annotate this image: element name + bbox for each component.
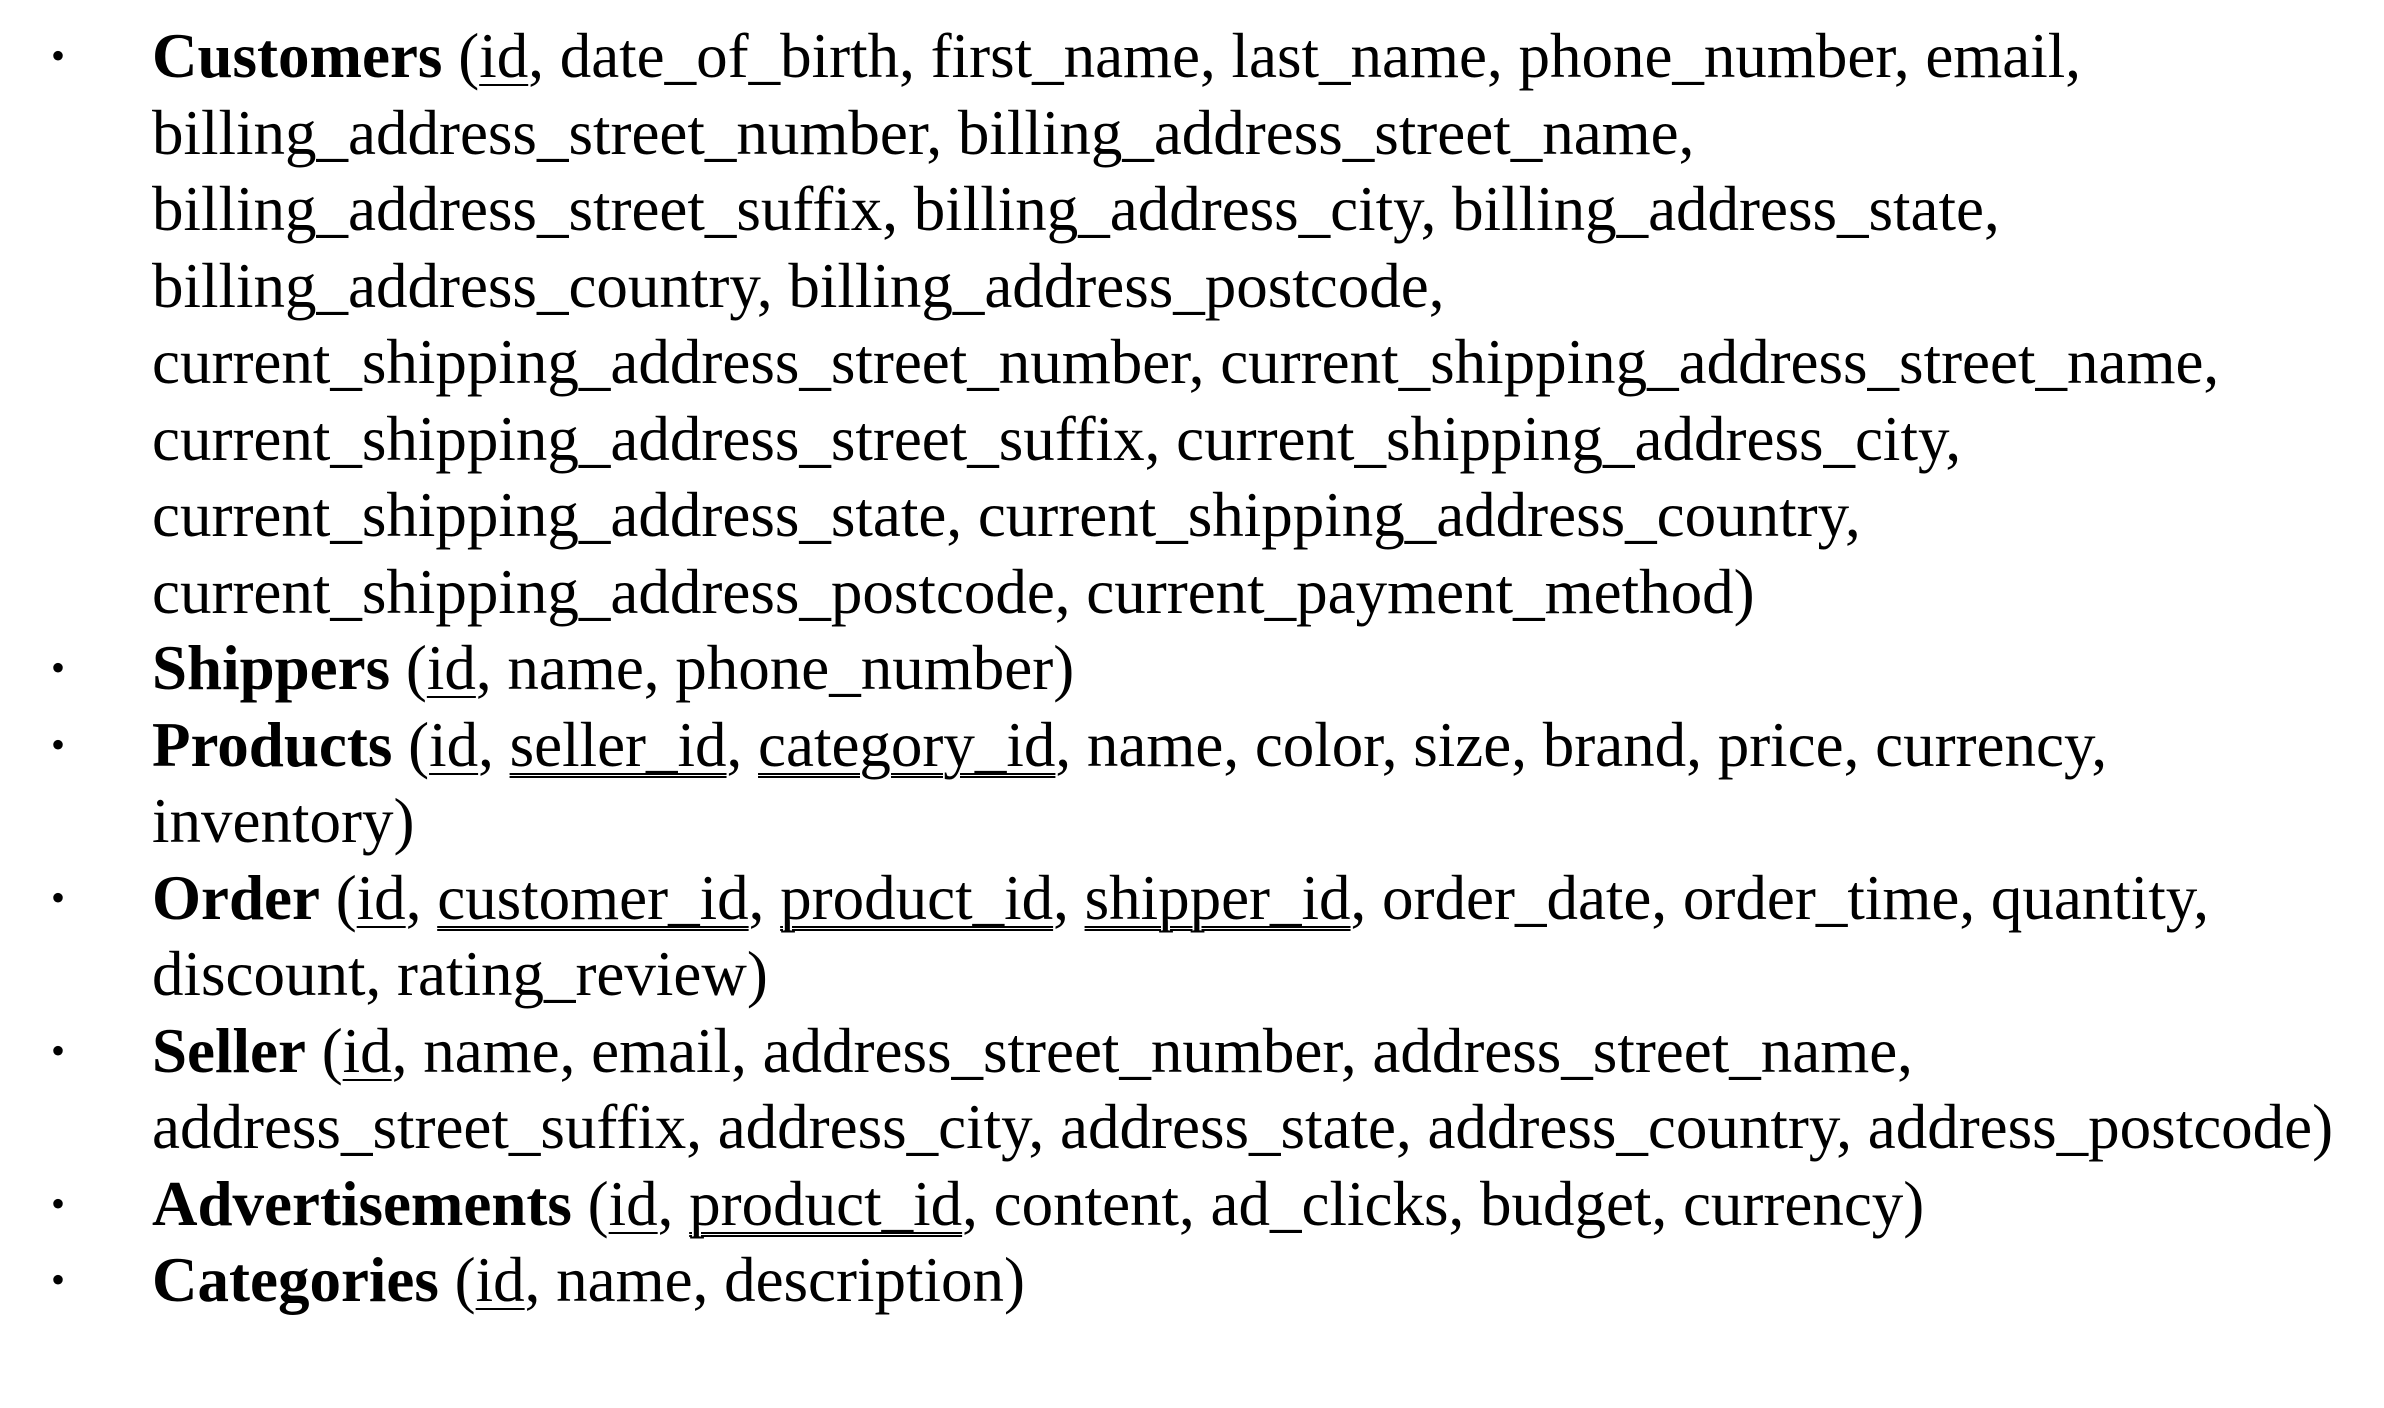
field-name: current_shipping_address_street_number bbox=[152, 327, 1189, 397]
field-name: address_street_name bbox=[1372, 1015, 1898, 1086]
field-name: description bbox=[724, 1245, 1005, 1315]
field-name: address_postcode bbox=[1867, 1092, 2313, 1162]
table-name: Seller bbox=[152, 1015, 306, 1086]
field-name: current_payment_method bbox=[1086, 556, 1734, 627]
field-name: budget bbox=[1479, 1168, 1652, 1239]
field-name: order_time bbox=[1682, 862, 1960, 933]
bullet-icon: • bbox=[50, 645, 65, 690]
field-name: name bbox=[423, 1015, 560, 1086]
field-name: billing_address_state bbox=[1452, 174, 1984, 244]
table-name: Advertisements bbox=[152, 1168, 572, 1239]
foreign-key-field: category_id bbox=[758, 709, 1056, 780]
primary-key-field: id bbox=[429, 709, 479, 780]
primary-key-field: id bbox=[356, 862, 406, 933]
field-name: first_name bbox=[930, 21, 1201, 91]
field-name: inventory bbox=[152, 786, 394, 856]
field-name: size bbox=[1413, 709, 1512, 780]
table-name: Customers bbox=[152, 21, 443, 91]
field-name: current_shipping_address_street_suffix bbox=[152, 403, 1145, 474]
field-name: discount bbox=[152, 939, 366, 1009]
field-name: rating_review bbox=[397, 939, 747, 1009]
field-name: last_name bbox=[1231, 21, 1487, 91]
field-name: billing_address_street_suffix bbox=[152, 174, 883, 244]
bullet-icon: • bbox=[50, 1257, 65, 1302]
bullet-icon: • bbox=[50, 874, 65, 920]
field-name: order_date bbox=[1382, 862, 1652, 933]
field-name: content bbox=[993, 1168, 1180, 1239]
table-name: Shippers bbox=[152, 633, 391, 703]
field-name: ad_clicks bbox=[1210, 1168, 1449, 1239]
field-name: billing_address_street_number bbox=[152, 97, 927, 168]
foreign-key-field: customer_id bbox=[437, 862, 749, 933]
foreign-key-field: seller_id bbox=[509, 709, 727, 780]
field-name: billing_address_street_name bbox=[957, 97, 1679, 168]
field-name: quantity bbox=[1990, 862, 2194, 933]
primary-key-field: id bbox=[426, 633, 476, 703]
table-entry: • Seller (id, name, email, address_street… bbox=[0, 1013, 2384, 1166]
foreign-key-field: product_id bbox=[780, 862, 1054, 933]
foreign-key-field: shipper_id bbox=[1084, 862, 1351, 933]
field-name: price bbox=[1717, 709, 1844, 780]
bullet-icon: • bbox=[50, 721, 65, 767]
primary-key-field: id bbox=[608, 1168, 658, 1239]
table-entry: • Shippers (id, name, phone_number) bbox=[0, 630, 2384, 707]
field-name: billing_address_postcode bbox=[788, 250, 1429, 321]
field-name: address_street_number bbox=[762, 1015, 1341, 1086]
primary-key-field: id bbox=[479, 21, 529, 91]
field-name: current_shipping_address_city bbox=[1176, 403, 1946, 474]
table-name: Categories bbox=[152, 1245, 439, 1315]
field-name: email bbox=[1925, 21, 2066, 91]
bullet-icon: • bbox=[50, 1027, 65, 1073]
table-name: Order bbox=[152, 862, 320, 933]
field-name: billing_address_city bbox=[913, 174, 1421, 244]
field-name: name bbox=[1086, 709, 1224, 780]
bullet-icon: • bbox=[50, 1180, 65, 1226]
table-entry: • Customers (id, date_of_birth, first_nam… bbox=[0, 18, 2384, 630]
field-name: address_city bbox=[717, 1092, 1029, 1162]
field-name: address_country bbox=[1427, 1092, 1837, 1162]
bullet-icon: • bbox=[50, 33, 65, 78]
field-name: brand bbox=[1542, 709, 1687, 780]
field-name: address_street_suffix bbox=[152, 1092, 687, 1162]
table-name: Products bbox=[152, 709, 393, 780]
table-entry: • Products (id, seller_id, category_id, n… bbox=[0, 707, 2384, 860]
field-name: currency bbox=[1682, 1168, 1904, 1239]
foreign-key-field: product_id bbox=[689, 1168, 963, 1239]
field-name: current_shipping_address_state bbox=[152, 480, 947, 550]
field-name: email bbox=[591, 1015, 732, 1086]
field-name: name bbox=[507, 633, 644, 703]
field-name: currency bbox=[1875, 709, 2092, 780]
field-name: phone_number bbox=[675, 633, 1054, 703]
table-entry: • Advertisements (id, product_id, content… bbox=[0, 1166, 2384, 1243]
field-name: current_shipping_address_street_name bbox=[1220, 327, 2204, 397]
field-name: address_state bbox=[1060, 1092, 1396, 1162]
field-name: billing_address_country bbox=[152, 250, 757, 321]
field-name: date_of_birth bbox=[559, 21, 900, 91]
table-entry: • Order (id, customer_id, product_id, shi… bbox=[0, 860, 2384, 1013]
field-name: color bbox=[1254, 709, 1382, 780]
schema-list: • Customers (id, date_of_birth, first_nam… bbox=[0, 18, 2384, 1319]
field-name: phone_number bbox=[1518, 21, 1894, 91]
field-name: name bbox=[556, 1245, 693, 1315]
primary-key-field: id bbox=[342, 1015, 392, 1086]
field-name: current_shipping_address_country bbox=[977, 480, 1846, 550]
primary-key-field: id bbox=[475, 1245, 525, 1315]
field-name: current_shipping_address_postcode bbox=[152, 556, 1055, 627]
table-entry: • Categories (id, name, description) bbox=[0, 1242, 2384, 1319]
